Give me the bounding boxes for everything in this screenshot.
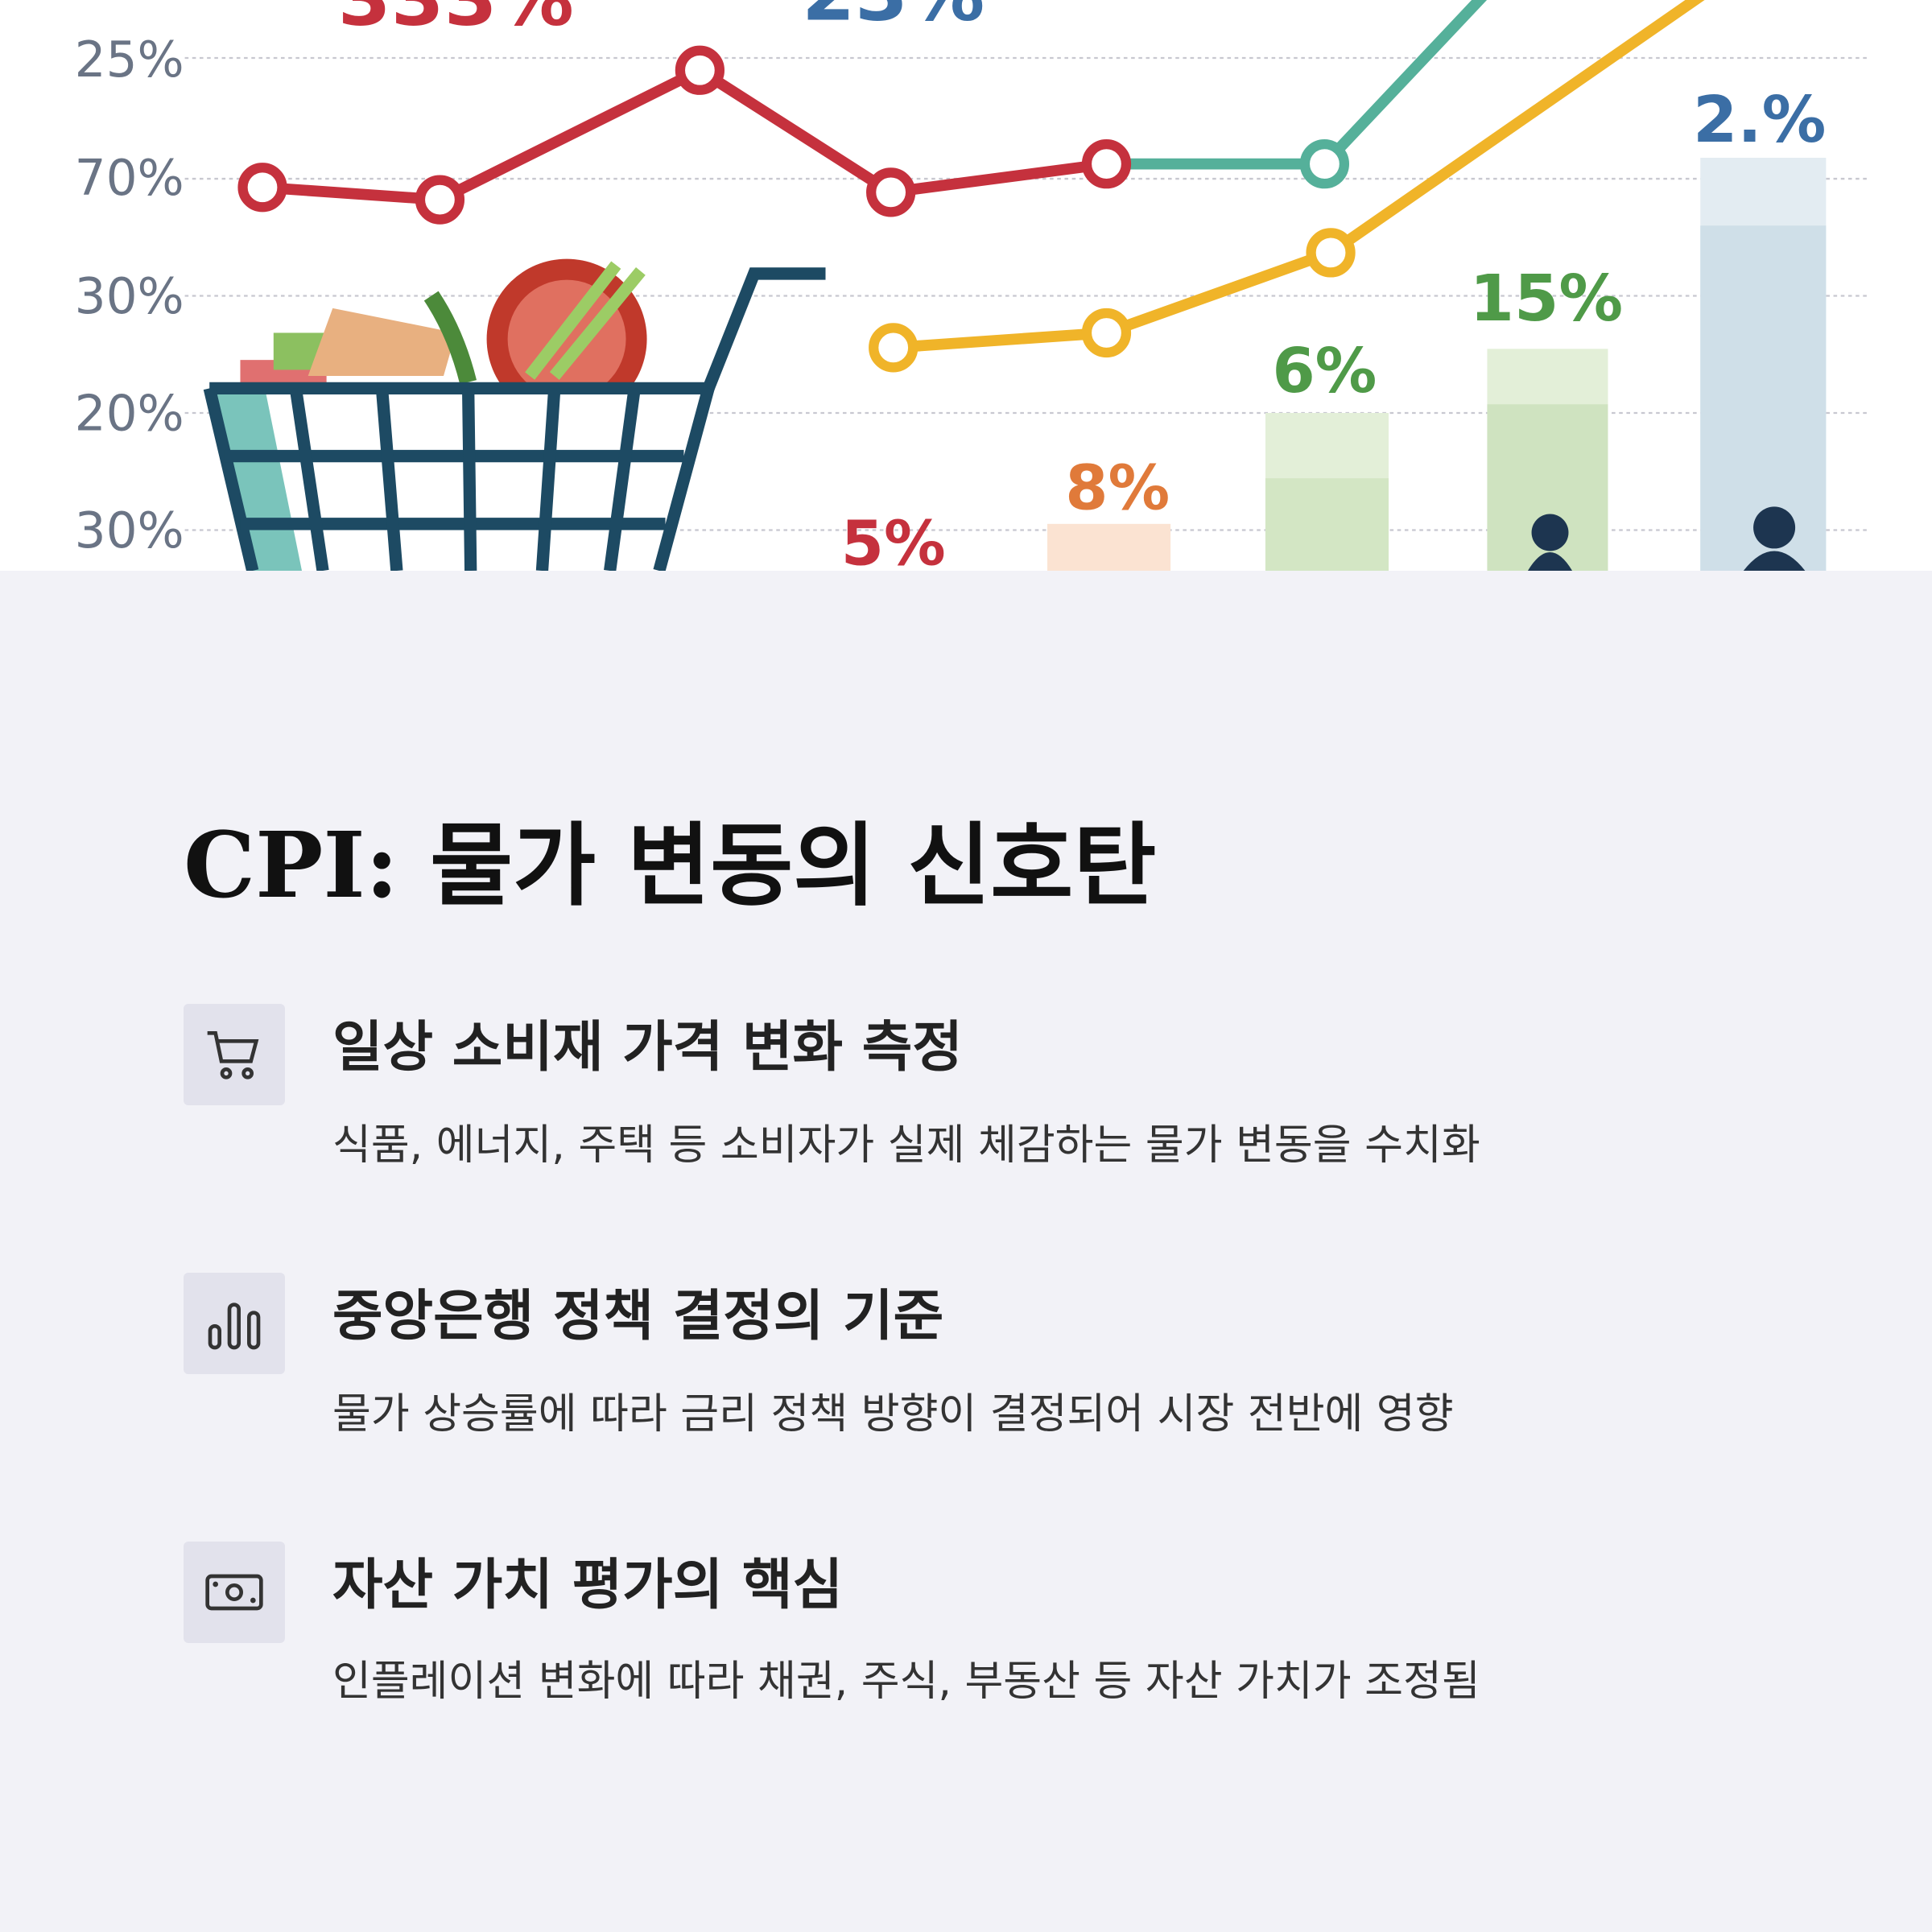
axis-label: 30% (75, 268, 184, 325)
axis-labels: 25% 70% 30% 20% 30% (75, 31, 184, 559)
points (237, 45, 1356, 373)
illustration: 25% 70% 30% 20% 30% 333% 23% 5% 8% 6% 15… (0, 0, 1932, 571)
cart (203, 258, 826, 571)
value-label: 2.% (1693, 82, 1826, 157)
value-label: 8% (1065, 452, 1170, 524)
axis-label: 30% (75, 502, 184, 559)
people (1527, 506, 1806, 571)
item-heading: 중앙은행 정책 결정의 기준 (332, 1285, 944, 1348)
value-label: 333% (338, 0, 574, 43)
money-icon (184, 1542, 285, 1643)
title: CPI: 물가 변동의 신호탄 (184, 793, 1156, 923)
chart-icon (184, 1273, 285, 1374)
item-text: 식품, 에너지, 주택 등 소비자가 실제 체감하는 물가 변동을 수치화 (332, 1121, 1480, 1170)
title-text: CPI: 물가 변동의 신호탄 (184, 813, 1157, 919)
value-labels: 333% 23% 5% 8% 6% 15% 2.% (338, 0, 1827, 571)
value-label: 23% (802, 0, 985, 39)
value-label: 5% (841, 508, 946, 571)
axis-label: 25% (75, 31, 184, 89)
item-heading: 일상 소비재 가격 변화 측정 (332, 1016, 963, 1080)
value-label: 15% (1470, 261, 1624, 336)
cart-icon (184, 1004, 285, 1105)
axis-label: 20% (75, 385, 184, 442)
item-heading: 자산 가치 평가의 핵심 (332, 1554, 844, 1617)
item-text: 인플레이션 변화에 따라 채권, 주식, 부동산 등 자산 가치가 조정됨 (332, 1657, 1480, 1706)
item-text: 물가 상승률에 따라 금리 정책 방향이 결정되어 시장 전반에 영향 (332, 1390, 1454, 1439)
value-label: 6% (1272, 336, 1377, 407)
axis-label: 70% (75, 150, 184, 207)
